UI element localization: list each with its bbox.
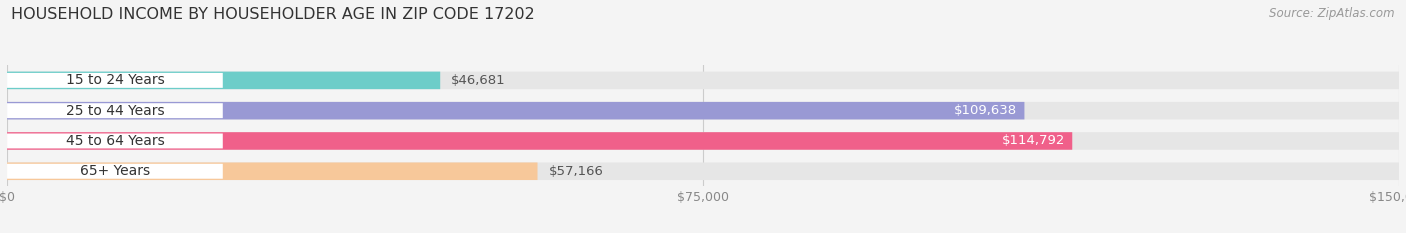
- FancyBboxPatch shape: [7, 162, 537, 180]
- Text: 65+ Years: 65+ Years: [80, 164, 150, 178]
- FancyBboxPatch shape: [7, 132, 1399, 150]
- FancyBboxPatch shape: [7, 72, 1399, 89]
- Text: 25 to 44 Years: 25 to 44 Years: [66, 104, 165, 118]
- Text: HOUSEHOLD INCOME BY HOUSEHOLDER AGE IN ZIP CODE 17202: HOUSEHOLD INCOME BY HOUSEHOLDER AGE IN Z…: [11, 7, 536, 22]
- FancyBboxPatch shape: [7, 103, 222, 118]
- Text: $46,681: $46,681: [451, 74, 506, 87]
- FancyBboxPatch shape: [7, 102, 1025, 120]
- FancyBboxPatch shape: [7, 164, 222, 179]
- Text: 15 to 24 Years: 15 to 24 Years: [66, 73, 165, 87]
- FancyBboxPatch shape: [7, 134, 222, 148]
- Text: $57,166: $57,166: [548, 165, 603, 178]
- FancyBboxPatch shape: [7, 72, 440, 89]
- FancyBboxPatch shape: [7, 102, 1399, 120]
- Text: Source: ZipAtlas.com: Source: ZipAtlas.com: [1270, 7, 1395, 20]
- FancyBboxPatch shape: [7, 132, 1073, 150]
- Text: $109,638: $109,638: [955, 104, 1018, 117]
- Text: $114,792: $114,792: [1002, 134, 1066, 147]
- FancyBboxPatch shape: [7, 73, 222, 88]
- Text: 45 to 64 Years: 45 to 64 Years: [66, 134, 165, 148]
- FancyBboxPatch shape: [7, 162, 1399, 180]
